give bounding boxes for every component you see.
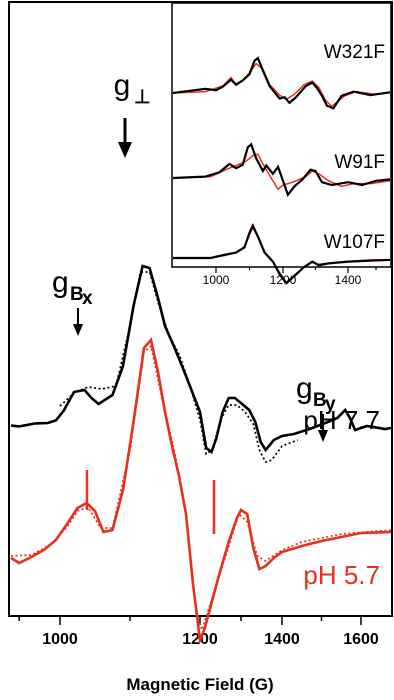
- svg-text:B: B: [70, 284, 84, 305]
- inset-x-axis: [215, 267, 377, 273]
- inset-trace-w321f-black: [172, 56, 391, 110]
- x-axis-label: Magnetic Field (G): [126, 675, 273, 694]
- svg-text:B: B: [313, 390, 327, 411]
- ph-label-5-7: pH 5.7: [303, 560, 380, 590]
- svg-text:g: g: [296, 372, 313, 405]
- trace-ph-5-7-solid: [10, 337, 392, 646]
- ph-label-7-7: pH 7.7: [303, 405, 380, 435]
- inset-trace-w107f-black: [173, 222, 391, 285]
- svg-text:g: g: [114, 69, 131, 102]
- inset-label-w91f: W91F: [334, 152, 385, 173]
- g-bx-arrowhead: [73, 324, 83, 336]
- svg-text:y: y: [325, 394, 336, 415]
- x-axis: [18, 616, 362, 625]
- inset-tick-label-1400: 1400: [335, 273, 362, 287]
- svg-text:x: x: [82, 288, 93, 309]
- spectra-group: [10, 264, 392, 646]
- g-perp-arrowhead: [118, 142, 132, 158]
- g-by-arrowhead: [318, 430, 328, 442]
- g-perp-annotation: g ⊥: [114, 69, 151, 158]
- inset-label-w321f: W321F: [324, 42, 385, 63]
- inset-frame: [171, 2, 392, 268]
- trace-ph-7-7-dotted: [59, 271, 299, 464]
- svg-text:g: g: [52, 266, 69, 299]
- inset-label-w107f: W107F: [324, 232, 385, 253]
- g-bx-annotation: g B x: [52, 266, 93, 336]
- inset-tick-label-1200: 1200: [270, 273, 297, 287]
- tick-label-1400: 1400: [264, 631, 300, 648]
- svg-text:⊥: ⊥: [134, 87, 151, 108]
- inset-tick-label-1000: 1000: [203, 273, 230, 287]
- inset-trace-w91f-red: [172, 153, 391, 191]
- trace-ph-7-7-solid: [10, 264, 392, 455]
- tick-label-1000: 1000: [42, 631, 78, 648]
- tick-label-1600: 1600: [343, 631, 379, 648]
- inset-trace-w91f-black: [172, 142, 391, 198]
- inset-spectra-group: [172, 56, 391, 285]
- g-by-annotation: g B y: [296, 372, 336, 442]
